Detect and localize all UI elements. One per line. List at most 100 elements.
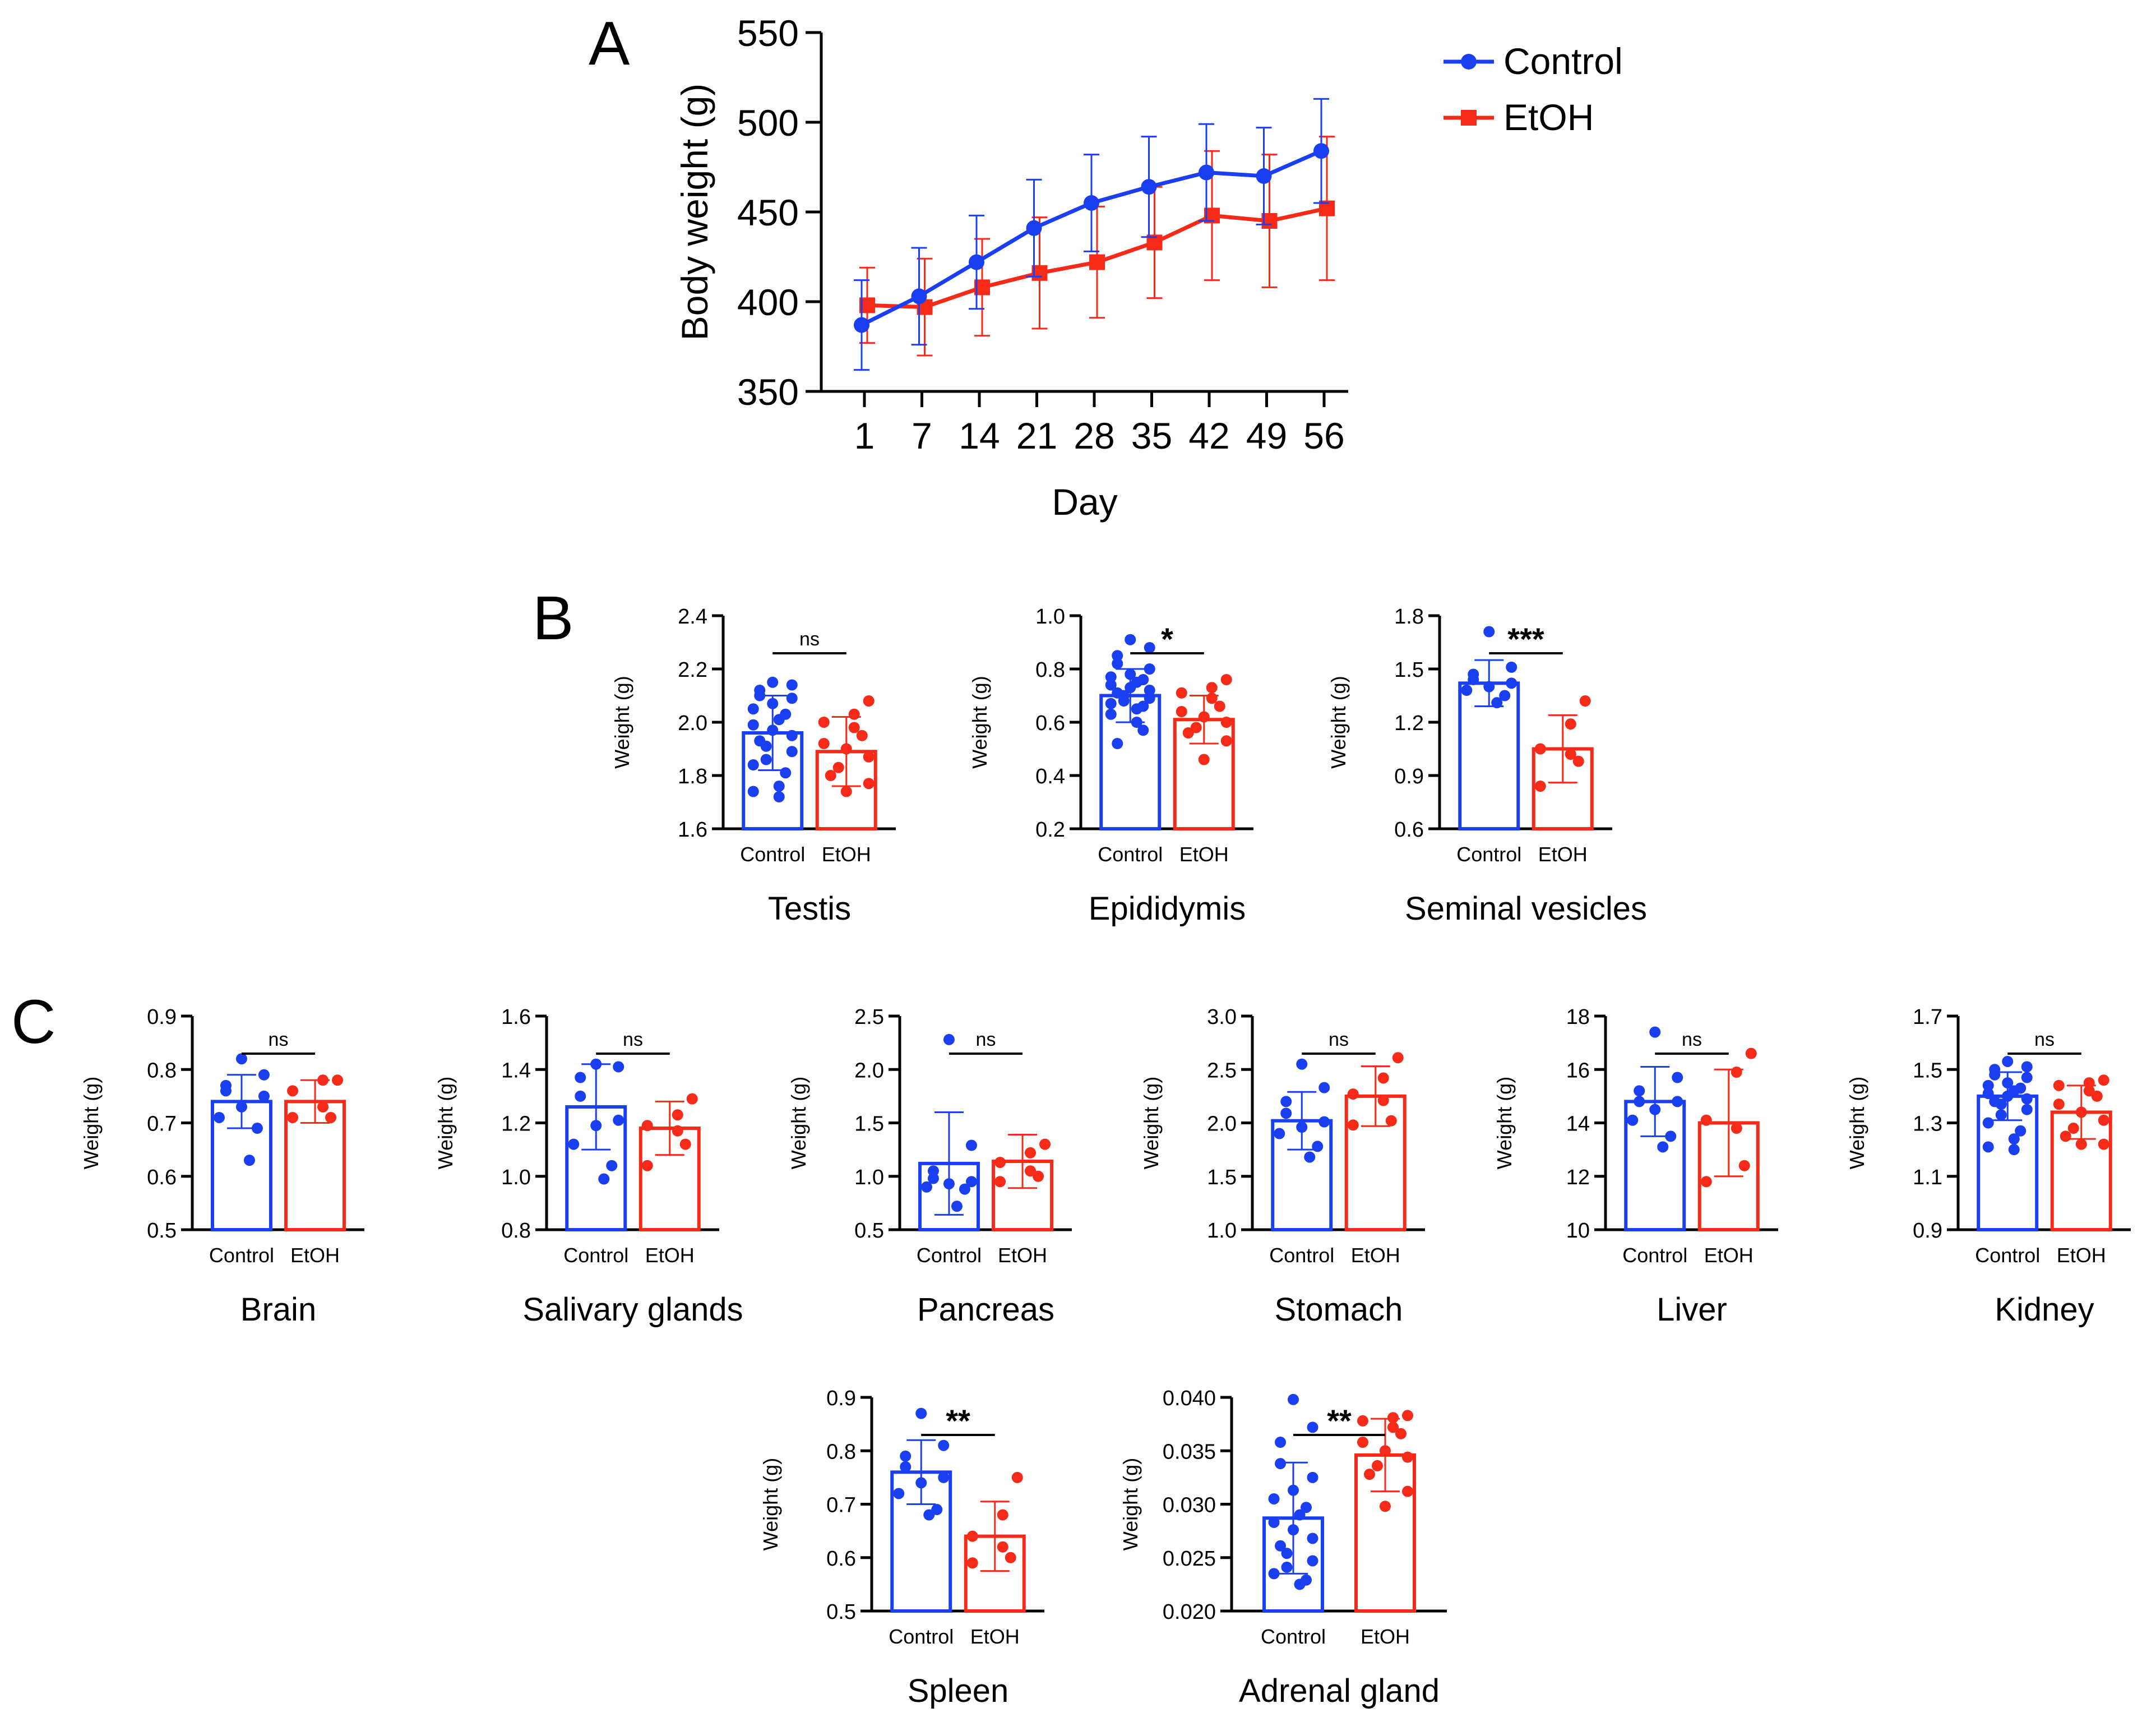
data-point [1506,661,1517,673]
data-point [613,1061,624,1073]
y-tick-label: 1.0 [1035,605,1065,629]
data-point [317,1101,329,1113]
data-point [1401,1485,1413,1497]
data-point [1288,1524,1299,1536]
data-point [1379,1501,1391,1512]
y-tick-label: 0.2 [1035,818,1065,842]
data-point [931,1504,943,1516]
data-point [786,679,798,691]
data-point [1105,708,1117,720]
data-point [1565,749,1576,760]
data-point [1982,1088,1994,1100]
data-point [938,1471,950,1483]
data-point [287,1111,299,1123]
chart-title: Adrenal gland [1239,1673,1440,1709]
y-tick-label: 2.0 [854,1059,884,1082]
data-point [1312,1141,1324,1152]
bar-chart-adrenal-gland: 0.020 0.025 0.030 0.035 0.040 Weight (g) Contr… [1119,1387,1447,1709]
data-point [2075,1138,2087,1150]
data-point [1105,698,1117,709]
data-point [1198,711,1210,723]
data-point [900,1450,912,1462]
y-tick-label: 0.5 [854,1219,884,1243]
data-point [915,1407,927,1419]
data-point [773,714,785,726]
data-point [1506,677,1517,689]
data-point [747,719,759,731]
data-point [1268,1516,1280,1528]
data-point [923,1509,935,1521]
chart-title: Seminal vesicles [1405,890,1647,927]
data-point [1198,754,1210,765]
data-point [1011,1471,1023,1483]
legend-label: Control [1503,40,1623,82]
data-point [1301,1502,1312,1513]
data-point [243,1155,255,1166]
y-axis-title: Weight (g) [1119,1458,1142,1550]
data-point [258,1090,270,1102]
data-point [969,254,984,270]
data-point [832,761,844,773]
data-point [1989,1069,2001,1081]
data-point [965,1139,977,1151]
data-point [1307,1533,1318,1544]
chart-title: Epididymis [1089,890,1246,927]
x-tick-label: 1 [854,415,875,456]
y-tick-label: 2.0 [1207,1113,1237,1136]
significance-label: ** [1327,1403,1352,1438]
y-tick-label: 1.5 [1394,658,1424,682]
data-point [840,743,852,755]
y-axis-title: Weight (g) [610,676,633,768]
x-tick-label: Control [1261,1625,1326,1648]
y-axis-title: Weight (g) [787,1077,810,1169]
data-point [1534,743,1546,755]
y-axis-title: Weight (g) [1493,1077,1516,1169]
data-point [1125,668,1136,680]
data-point [613,1114,624,1126]
data-point [767,676,779,688]
bar-chart-pancreas: 0.5 1.0 1.5 2.0 2.5 Weight (g) Control EtOH ns Pa… [787,1005,1072,1328]
data-point [1357,1437,1368,1448]
data-point [1214,700,1225,712]
y-tick-label: 2.5 [854,1005,884,1029]
y-tick-label: 0.6 [1035,712,1065,735]
significance-label: *** [1507,621,1544,657]
data-point [911,288,927,304]
x-tick-label: EtOH [645,1244,695,1267]
y-tick-label: 0.8 [826,1440,856,1464]
y-axis-title: Weight (g) [1845,1077,1868,1169]
y-tick-label: 12 [1566,1166,1590,1189]
data-point [575,1072,586,1083]
x-tick-label: EtOH [290,1244,340,1267]
chart-title: Spleen [908,1673,1009,1709]
chart-title: Salivary glands [522,1291,743,1328]
data-point [1131,717,1142,728]
x-axis-title: Day [1052,481,1117,523]
x-tick-label: 35 [1131,415,1172,456]
data-point [1274,1128,1285,1139]
y-axis-title: Body weight (g) [674,84,715,341]
data-point [997,1509,1008,1521]
data-point [287,1085,299,1097]
chart-title: Brain [240,1291,316,1328]
data-point [1634,1096,1645,1107]
x-tick-label: Control [917,1244,982,1267]
significance-label: ns [623,1029,643,1050]
data-point [1634,1085,1645,1097]
chart-title: Liver [1657,1291,1727,1328]
x-tick-label: EtOH [1538,843,1588,866]
y-axis-title: Weight (g) [1327,676,1350,768]
data-point [1672,1072,1683,1083]
y-tick-label: 0.020 [1163,1600,1216,1624]
data-point [1731,1067,1742,1078]
data-point [2060,1130,2071,1142]
data-point [773,781,785,792]
data-point [1176,706,1187,717]
y-tick-label: 3.0 [1207,1005,1237,1029]
data-point [2053,1098,2065,1110]
data-point [1137,724,1149,736]
y-tick-label: 2.0 [678,712,707,735]
y-tick-label: 1.5 [1207,1166,1237,1189]
significance-label: ns [976,1029,996,1050]
